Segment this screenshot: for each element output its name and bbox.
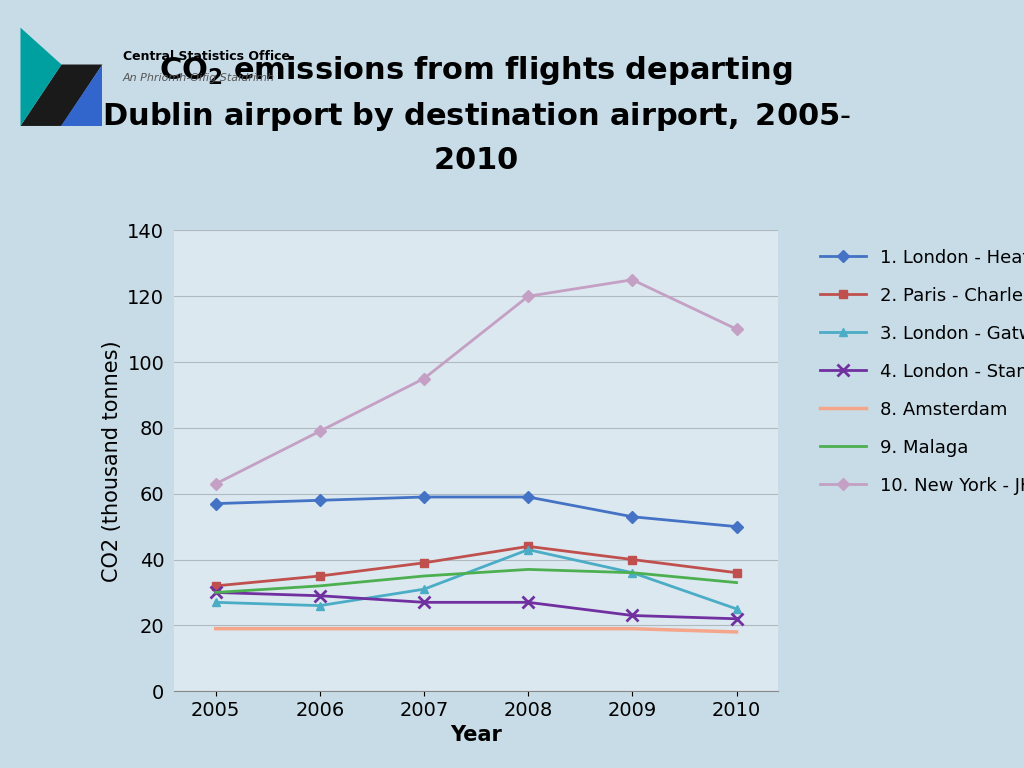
9. Malaga (730, 578, 742, 588)
3. London - Gatwick (418, 584, 430, 594)
Text: An Phriomh-Oifig Staidrimh: An Phriomh-Oifig Staidrimh (123, 73, 274, 83)
9. Malaga (313, 581, 326, 591)
Text: $\mathbf{2010}$: $\mathbf{2010}$ (433, 146, 519, 175)
Line: 4. London - Stanstead: 4. London - Stanstead (210, 587, 742, 624)
2. Paris - Charles de Gaulle (627, 555, 639, 564)
1. London - Heathrow (313, 495, 326, 505)
4. London - Stanstead (522, 598, 535, 607)
Line: 10. New York - JKF: 10. New York - JKF (212, 276, 740, 488)
Polygon shape (20, 65, 102, 126)
8. Amsterdam (313, 624, 326, 634)
2. Paris - Charles de Gaulle (418, 558, 430, 568)
10. New York - JKF (522, 292, 535, 301)
4. London - Stanstead (418, 598, 430, 607)
Line: 9. Malaga: 9. Malaga (216, 569, 736, 592)
3. London - Gatwick (522, 545, 535, 554)
1. London - Heathrow (627, 512, 639, 521)
Legend: 1. London - Heathrow, 2. Paris - Charles de Gaulle, 3. London - Gatwick, 4. Lond: 1. London - Heathrow, 2. Paris - Charles… (811, 240, 1024, 505)
Line: 8. Amsterdam: 8. Amsterdam (216, 629, 736, 632)
Polygon shape (61, 65, 102, 126)
8. Amsterdam (522, 624, 535, 634)
3. London - Gatwick (730, 604, 742, 614)
1. London - Heathrow (418, 492, 430, 502)
9. Malaga (522, 564, 535, 574)
Line: 1. London - Heathrow: 1. London - Heathrow (212, 493, 740, 531)
2. Paris - Charles de Gaulle (522, 541, 535, 551)
1. London - Heathrow (210, 499, 222, 508)
2. Paris - Charles de Gaulle (313, 571, 326, 581)
Text: $\mathbf{CO_2}$ $\mathbf{emissions\ from\ flights\ departing}$: $\mathbf{CO_2}$ $\mathbf{emissions\ from… (160, 54, 793, 87)
3. London - Gatwick (210, 598, 222, 607)
8. Amsterdam (627, 624, 639, 634)
2. Paris - Charles de Gaulle (730, 568, 742, 578)
Line: 3. London - Gatwick: 3. London - Gatwick (212, 545, 740, 613)
4. London - Stanstead (210, 588, 222, 597)
4. London - Stanstead (730, 614, 742, 624)
10. New York - JKF (313, 426, 326, 435)
9. Malaga (627, 568, 639, 578)
Line: 2. Paris - Charles de Gaulle: 2. Paris - Charles de Gaulle (212, 542, 740, 590)
9. Malaga (418, 571, 430, 581)
X-axis label: Year: Year (451, 726, 502, 746)
1. London - Heathrow (522, 492, 535, 502)
Text: Central Statistics Office: Central Statistics Office (123, 50, 290, 63)
10. New York - JKF (418, 374, 430, 383)
9. Malaga (210, 588, 222, 597)
8. Amsterdam (418, 624, 430, 634)
Y-axis label: CO2 (thousand tonnes): CO2 (thousand tonnes) (101, 340, 122, 581)
10. New York - JKF (627, 275, 639, 284)
8. Amsterdam (730, 627, 742, 637)
Polygon shape (20, 28, 61, 126)
4. London - Stanstead (627, 611, 639, 620)
10. New York - JKF (210, 479, 222, 488)
10. New York - JKF (730, 325, 742, 334)
2. Paris - Charles de Gaulle (210, 581, 222, 591)
1. London - Heathrow (730, 522, 742, 531)
Text: $\mathbf{Dublin\ airport\ by\ destination\ airport,\ 2005\text{-}}$: $\mathbf{Dublin\ airport\ by\ destinatio… (101, 100, 851, 133)
3. London - Gatwick (627, 568, 639, 578)
3. London - Gatwick (313, 601, 326, 611)
4. London - Stanstead (313, 591, 326, 601)
8. Amsterdam (210, 624, 222, 634)
